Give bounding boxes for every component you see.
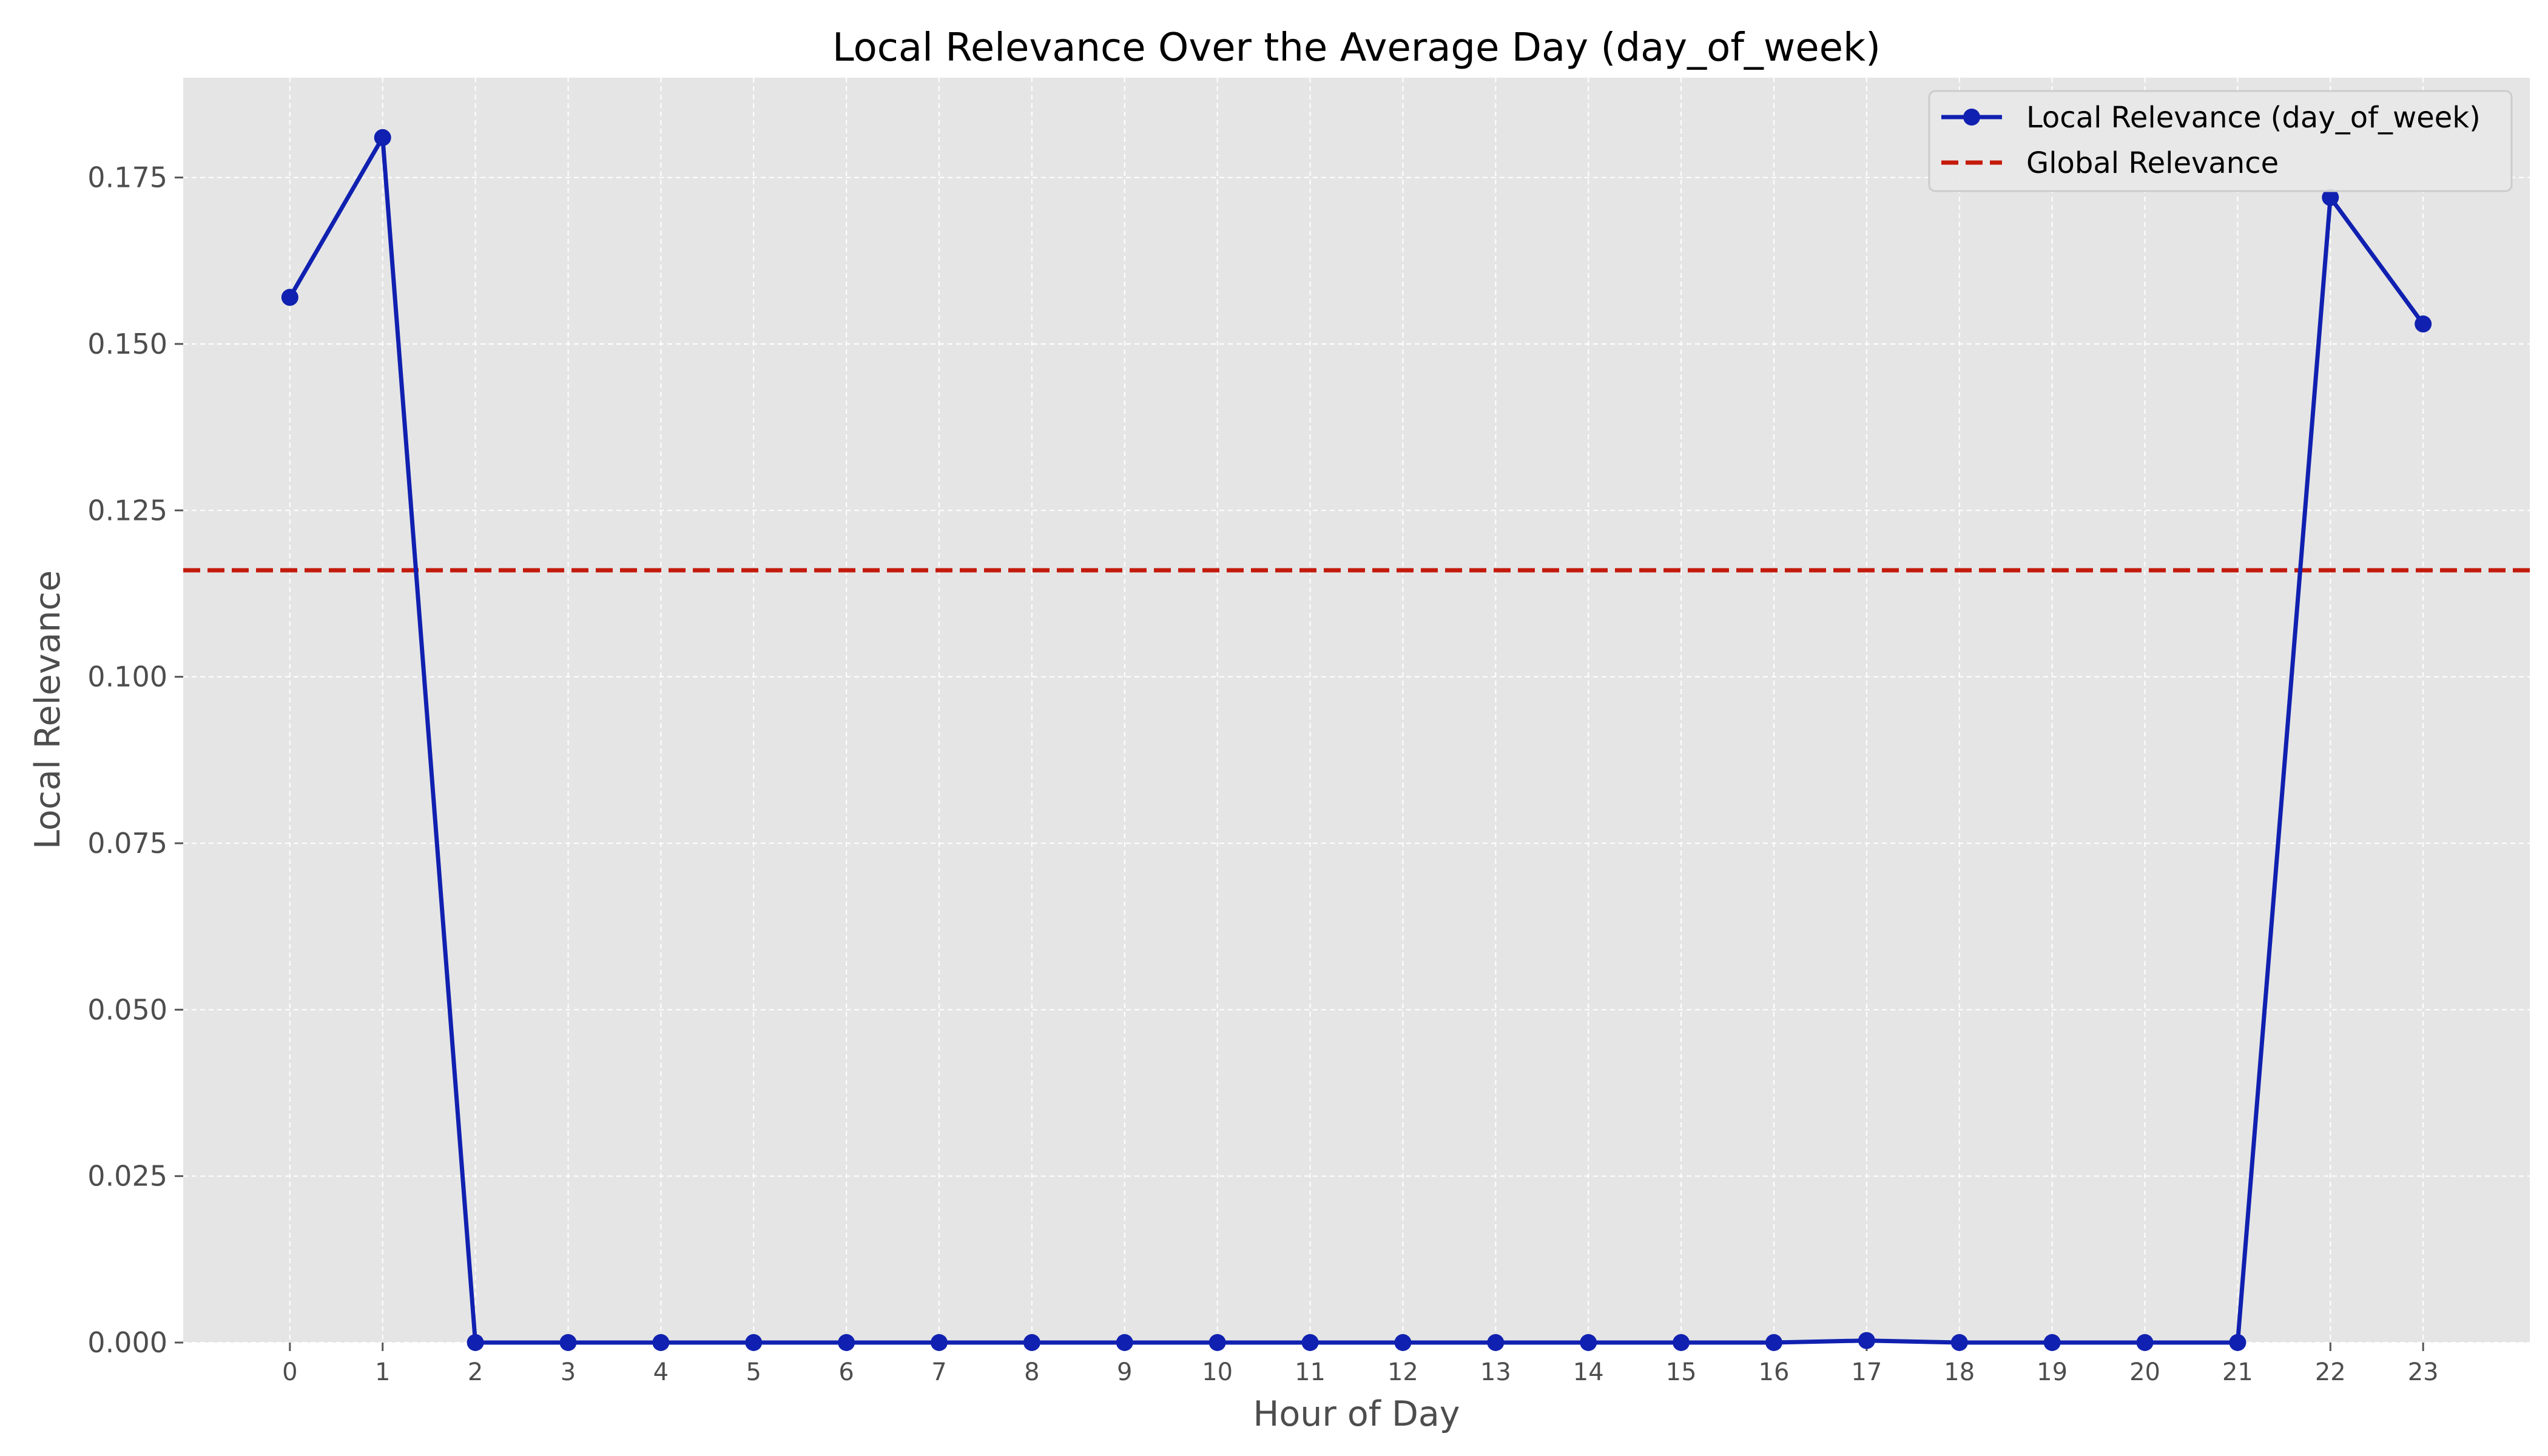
x-tick-label: 16 [1759,1358,1790,1386]
x-tick-label: 6 [838,1358,854,1386]
data-point [2415,315,2432,333]
data-point [2322,189,2339,206]
data-point [1116,1334,1133,1351]
x-tick-label: 4 [653,1358,669,1386]
data-point [745,1334,763,1351]
legend-label-global-relevance: Global Relevance [2026,146,2279,180]
x-tick-label: 5 [746,1358,761,1386]
x-tick-label: 23 [2408,1358,2439,1386]
data-point [1673,1334,1690,1351]
x-axis-label: Hour of Day [1253,1394,1460,1434]
plot-area [183,78,2530,1343]
grid-lines [183,78,2530,1343]
legend-label-local-relevance: Local Relevance (day_of_week) [2026,101,2481,135]
x-tick-label: 0 [282,1358,297,1386]
y-tick-label: 0.075 [87,827,167,860]
data-point [1487,1334,1505,1351]
x-tick-label: 18 [1944,1358,1975,1386]
data-point [1208,1334,1226,1351]
y-tick-label: 0.100 [87,661,167,693]
series-line [288,135,2425,1345]
x-tick-label: 19 [2037,1358,2068,1386]
x-tick-label: 13 [1480,1358,1511,1386]
legend-marker-local-relevance [1963,109,1980,126]
data-point [1023,1334,1040,1351]
x-tick-label: 1 [375,1358,390,1386]
data-point [374,129,391,146]
x-tick-label: 20 [2129,1358,2160,1386]
x-axis-ticks: 0 1 2 3 4 5 6 7 8 9 10 11 12 13 14 15 16 17 18 19 20 21 22 23 [282,1343,2439,1386]
data-point [931,1334,948,1351]
x-tick-label: 8 [1024,1358,1039,1386]
x-tick-label: 10 [1202,1358,1233,1386]
x-tick-label: 22 [2315,1358,2346,1386]
x-tick-label: 17 [1851,1358,1882,1386]
chart-title: Local Relevance Over the Average Day (da… [832,25,1881,70]
data-point [559,1334,577,1351]
x-tick-label: 12 [1387,1358,1418,1386]
data-point [281,289,298,306]
x-tick-label: 9 [1117,1358,1132,1386]
y-tick-label: 0.050 [87,993,167,1026]
y-tick-label: 0.000 [87,1326,167,1359]
legend-box [1928,90,2513,192]
data-point [838,1334,855,1351]
y-tick-label: 0.125 [87,494,167,527]
data-point [1301,1334,1319,1351]
data-point [467,1334,484,1351]
x-tick-label: 14 [1573,1358,1604,1386]
x-tick-label: 11 [1295,1358,1326,1386]
data-point [1950,1334,1968,1351]
data-point [2229,1334,2246,1351]
legend: Local Relevance (day_of_week) Global Rel… [1928,90,2513,192]
y-tick-label: 0.175 [87,161,167,194]
y-tick-label: 0.025 [87,1160,167,1193]
x-tick-label: 2 [468,1358,483,1386]
y-axis-label: Local Relevance [28,570,68,849]
y-tick-label: 0.150 [87,328,167,360]
x-tick-label: 15 [1666,1358,1697,1386]
data-point [1580,1334,1597,1351]
data-point [2043,1334,2061,1351]
x-tick-label: 21 [2222,1358,2253,1386]
data-point [1765,1334,1782,1351]
data-point [1858,1332,1875,1349]
data-point [1394,1334,1412,1351]
data-point [2136,1334,2154,1351]
series-group [281,129,2432,1351]
data-point [652,1334,670,1351]
x-tick-label: 3 [561,1358,576,1386]
y-axis-ticks: 0.000 0.025 0.050 0.075 0.100 0.125 0.150 0.175 [87,161,183,1359]
x-tick-label: 7 [931,1358,946,1386]
